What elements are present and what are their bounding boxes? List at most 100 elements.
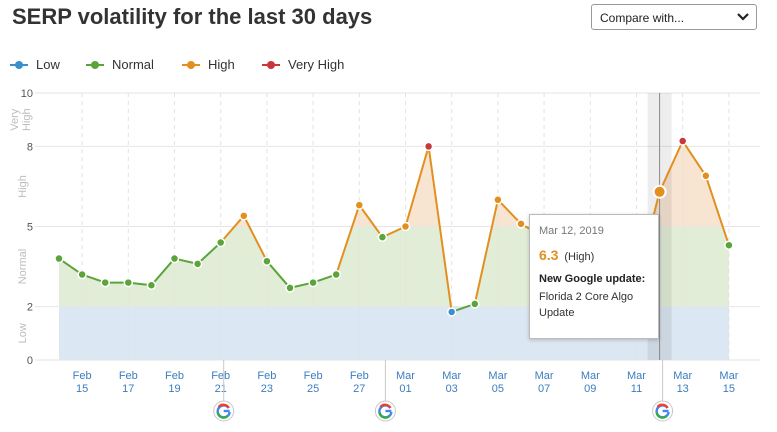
x-tick-month: Feb bbox=[211, 370, 230, 382]
tooltip-date: Mar 12, 2019 bbox=[539, 225, 604, 237]
band-label-low: Low bbox=[17, 323, 29, 343]
series-segment bbox=[704, 175, 730, 246]
x-tick-month: Feb bbox=[350, 370, 369, 382]
legend-label-high: High bbox=[208, 57, 235, 72]
data-point bbox=[446, 307, 457, 317]
x-tick-month: Mar bbox=[535, 370, 554, 382]
band-label-high: High bbox=[17, 175, 29, 198]
data-point bbox=[285, 283, 295, 293]
series-segment bbox=[266, 260, 291, 289]
x-tick-day: 05 bbox=[492, 383, 504, 395]
chevron-down-icon bbox=[737, 13, 749, 21]
data-point bbox=[331, 269, 341, 280]
series-segment bbox=[335, 204, 361, 275]
x-tick-day: 13 bbox=[677, 383, 689, 395]
y-tick-label: 5 bbox=[27, 222, 33, 234]
data-point bbox=[308, 277, 318, 288]
x-tick-day: 01 bbox=[399, 383, 411, 395]
x-tick-day: 23 bbox=[261, 383, 273, 395]
data-point bbox=[516, 219, 526, 229]
legend-marker-very-high-icon bbox=[262, 61, 280, 69]
x-tick-day: 19 bbox=[168, 383, 180, 395]
google-update-icon bbox=[213, 400, 235, 422]
legend-label-normal: Normal bbox=[112, 57, 154, 72]
x-tick-day: 07 bbox=[538, 383, 550, 395]
compare-with-dropdown[interactable]: Compare with... bbox=[591, 4, 757, 30]
data-point bbox=[100, 277, 110, 288]
legend-label-low: Low bbox=[36, 57, 60, 72]
series-segment bbox=[196, 241, 222, 265]
series-segment bbox=[497, 199, 522, 225]
data-point bbox=[652, 184, 667, 199]
series-segment bbox=[150, 257, 176, 286]
data-point bbox=[400, 221, 411, 232]
google-update-icon bbox=[374, 400, 396, 422]
band-label-high-word: High bbox=[21, 108, 33, 131]
data-point bbox=[724, 240, 734, 250]
band-label-very: Very bbox=[9, 108, 21, 131]
data-point bbox=[354, 200, 365, 210]
legend-label-very-high: Very High bbox=[288, 57, 345, 72]
data-point bbox=[192, 259, 203, 269]
x-tick-day: 27 bbox=[353, 383, 365, 395]
x-tick-month: Feb bbox=[119, 370, 138, 382]
series-segment bbox=[219, 215, 245, 244]
data-point bbox=[239, 211, 249, 221]
y-tick-label: 8 bbox=[27, 141, 33, 153]
data-point bbox=[54, 253, 64, 264]
data-point bbox=[423, 141, 434, 152]
band-label-very-high: VeryHigh bbox=[9, 108, 33, 131]
x-tick-month: Mar bbox=[442, 370, 461, 382]
x-tick-month: Feb bbox=[165, 370, 184, 382]
google-g-green bbox=[216, 411, 229, 419]
compare-with-label: Compare with... bbox=[600, 11, 685, 25]
x-tick-day: 11 bbox=[631, 383, 642, 395]
tooltip-level: (High) bbox=[564, 251, 595, 263]
legend-marker-high-icon bbox=[182, 61, 200, 69]
tooltip-heading: New Google update: bbox=[539, 273, 646, 285]
data-point bbox=[123, 277, 134, 288]
data-point bbox=[701, 171, 711, 181]
page-title: SERP volatility for the last 30 days bbox=[12, 4, 373, 29]
x-tick-month: Mar bbox=[581, 370, 600, 382]
data-point bbox=[262, 256, 272, 266]
series-segment bbox=[658, 140, 684, 193]
data-point bbox=[377, 232, 388, 242]
x-tick-day: 17 bbox=[122, 383, 134, 395]
series-segment bbox=[242, 215, 268, 262]
data-point bbox=[77, 269, 87, 280]
x-tick-day: 03 bbox=[446, 383, 458, 395]
data-point bbox=[169, 253, 180, 264]
series-segment bbox=[404, 146, 430, 227]
google-update-icon bbox=[652, 400, 674, 422]
x-tick-day: 25 bbox=[307, 383, 319, 395]
google-g-red bbox=[217, 403, 230, 409]
above-line-mask bbox=[59, 93, 729, 312]
x-tick-month: Feb bbox=[304, 370, 323, 382]
x-tick-month: Mar bbox=[719, 370, 738, 382]
google-g-red bbox=[379, 403, 392, 409]
data-point bbox=[677, 136, 688, 146]
google-g-red bbox=[656, 403, 669, 409]
x-tick-month: Mar bbox=[627, 370, 646, 382]
x-tick-day: 21 bbox=[215, 383, 227, 395]
x-tick-month: Mar bbox=[488, 370, 507, 382]
series-segment bbox=[473, 199, 499, 305]
x-tick-day: 15 bbox=[723, 383, 735, 395]
legend-marker-low-icon bbox=[10, 61, 28, 69]
data-point bbox=[215, 237, 226, 248]
band-label-normal: Normal bbox=[17, 249, 29, 284]
data-point bbox=[146, 280, 157, 290]
legend-marker-normal-icon bbox=[86, 61, 104, 69]
google-g-green bbox=[378, 411, 391, 419]
x-tick-day: 15 bbox=[76, 383, 88, 395]
x-tick-month: Feb bbox=[257, 370, 276, 382]
series-segment bbox=[681, 140, 707, 177]
tooltip-value: 6.3 bbox=[539, 247, 559, 263]
series-segment bbox=[358, 204, 384, 238]
data-point bbox=[470, 299, 480, 309]
x-tick-day: 09 bbox=[584, 383, 596, 395]
x-tick-month: Feb bbox=[73, 370, 92, 382]
tooltip-description: Florida 2 Core Algo Update bbox=[539, 291, 634, 319]
